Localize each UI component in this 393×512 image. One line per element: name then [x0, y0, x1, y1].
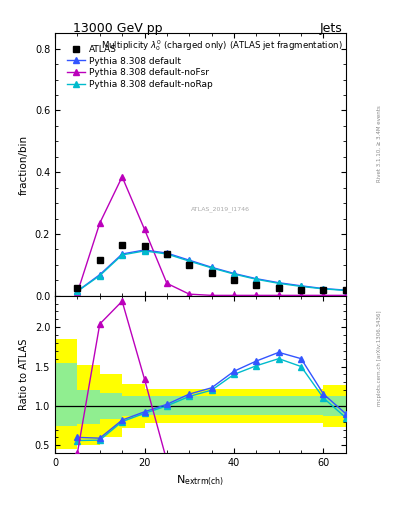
Text: mcplots.cern.ch [arXiv:1306.3436]: mcplots.cern.ch [arXiv:1306.3436]	[377, 311, 382, 406]
Pythia 8.308 default	[97, 271, 102, 278]
Legend: ATLAS, Pythia 8.308 default, Pythia 8.308 default-noFsr, Pythia 8.308 default-no: ATLAS, Pythia 8.308 default, Pythia 8.30…	[65, 43, 214, 91]
Text: Multiplicity $\lambda_0^0$ (charged only) (ATLAS jet fragmentation): Multiplicity $\lambda_0^0$ (charged only…	[101, 38, 343, 53]
Pythia 8.308 default-noFsr	[209, 292, 214, 298]
Pythia 8.308 default-noRap	[75, 288, 80, 294]
ATLAS	[231, 277, 236, 283]
Pythia 8.308 default-noRap	[343, 287, 348, 293]
ATLAS	[97, 257, 102, 263]
Pythia 8.308 default	[209, 264, 214, 270]
Line: Pythia 8.308 default: Pythia 8.308 default	[75, 247, 349, 294]
Pythia 8.308 default	[299, 283, 303, 289]
Pythia 8.308 default-noFsr	[75, 289, 80, 295]
Pythia 8.308 default	[187, 257, 192, 263]
Pythia 8.308 default-noRap	[276, 280, 281, 286]
Pythia 8.308 default-noFsr	[231, 292, 236, 298]
Pythia 8.308 default-noRap	[254, 276, 259, 283]
Pythia 8.308 default-noFsr	[187, 291, 192, 297]
Pythia 8.308 default-noRap	[97, 272, 102, 279]
Pythia 8.308 default-noFsr	[165, 280, 169, 286]
ATLAS	[343, 286, 348, 292]
ATLAS	[209, 269, 214, 275]
Line: ATLAS: ATLAS	[74, 242, 349, 293]
Y-axis label: Ratio to ATLAS: Ratio to ATLAS	[19, 339, 29, 410]
ATLAS	[187, 262, 192, 268]
Pythia 8.308 default	[254, 275, 259, 282]
Text: 13000 GeV pp: 13000 GeV pp	[73, 22, 163, 34]
Pythia 8.308 default-noRap	[299, 283, 303, 289]
Pythia 8.308 default-noRap	[187, 258, 192, 264]
ATLAS	[120, 242, 125, 248]
Line: Pythia 8.308 default-noRap: Pythia 8.308 default-noRap	[75, 248, 349, 294]
ATLAS	[254, 282, 259, 288]
ATLAS	[276, 285, 281, 291]
Pythia 8.308 default	[165, 250, 169, 256]
Pythia 8.308 default-noRap	[321, 286, 326, 292]
Pythia 8.308 default-noFsr	[276, 292, 281, 298]
Pythia 8.308 default-noFsr	[254, 292, 259, 298]
ATLAS	[75, 285, 80, 291]
Pythia 8.308 default	[321, 286, 326, 292]
Pythia 8.308 default-noFsr	[97, 220, 102, 226]
Pythia 8.308 default-noFsr	[343, 292, 348, 298]
Pythia 8.308 default	[276, 280, 281, 286]
Pythia 8.308 default-noFsr	[321, 292, 326, 298]
Pythia 8.308 default-noFsr	[299, 292, 303, 298]
Line: Pythia 8.308 default-noFsr: Pythia 8.308 default-noFsr	[75, 174, 349, 298]
Pythia 8.308 default-noRap	[142, 248, 147, 254]
Pythia 8.308 default	[343, 287, 348, 293]
Pythia 8.308 default-noFsr	[142, 226, 147, 232]
Text: ATLAS_2019_I1746: ATLAS_2019_I1746	[191, 206, 250, 212]
Pythia 8.308 default-noRap	[231, 271, 236, 277]
Pythia 8.308 default	[231, 270, 236, 276]
Pythia 8.308 default-noRap	[209, 265, 214, 271]
Pythia 8.308 default-noRap	[120, 252, 125, 258]
Pythia 8.308 default	[120, 251, 125, 257]
Y-axis label: fraction/bin: fraction/bin	[19, 135, 29, 195]
X-axis label: N$_{\mathrm{extrm(ch)}}$: N$_{\mathrm{extrm(ch)}}$	[176, 474, 224, 488]
Pythia 8.308 default	[142, 247, 147, 253]
ATLAS	[299, 286, 303, 292]
Pythia 8.308 default	[75, 288, 80, 294]
Text: Jets: Jets	[319, 22, 342, 34]
ATLAS	[142, 243, 147, 249]
Pythia 8.308 default-noRap	[165, 251, 169, 257]
ATLAS	[321, 286, 326, 292]
Text: Rivet 3.1.10, ≥ 3.4M events: Rivet 3.1.10, ≥ 3.4M events	[377, 105, 382, 182]
Pythia 8.308 default-noFsr	[120, 174, 125, 180]
ATLAS	[165, 251, 169, 257]
